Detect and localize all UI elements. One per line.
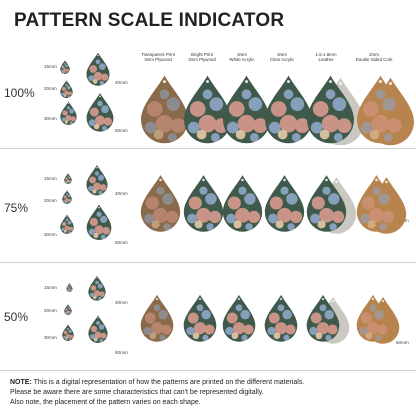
clear-acrylic-icon [264,294,298,342]
teardrop-sample-icon [60,214,74,234]
size-label-50mm: 50mm [115,240,128,245]
teardrop-sample-icon [64,304,72,315]
section-divider [0,370,416,371]
teardrop-sample-icon [60,80,73,98]
column-header-clear-acrylic: 3mm Clear Acrylic [269,52,295,63]
material-size-label: 60mm [396,340,409,345]
disclaimer-note: NOTE: This is a digital representation o… [10,378,410,408]
teardrop-sample-icon [62,190,72,204]
note-label: NOTE: [10,379,32,386]
teardrop-sample-icon [86,92,114,132]
size-label-15mm: 15mm [44,64,57,69]
plywood-transparent-icon [140,294,174,342]
note-line-3: Also note, the placement of the pattern … [10,399,201,406]
cork-front-icon [356,175,397,232]
size-label-40mm: 40mm [115,191,128,196]
size-label-20mm: 20mm [44,308,57,313]
teardrop-sample-icon [60,101,77,125]
plywood-transparent-icon [140,175,181,232]
plywood-bright-icon [183,75,232,144]
leather-front-icon [306,75,355,144]
leather-front-icon [306,175,347,232]
white-acrylic-icon [222,75,271,144]
size-label-40mm: 40mm [115,80,128,85]
column-header-leather: 1.6-1.8mm Leather [315,52,337,63]
size-label-40mm: 40mm [115,300,128,305]
teardrop-sample-icon [86,52,110,86]
teardrop-sample-icon [88,275,106,301]
page-title: PATTERN SCALE INDICATOR [14,10,285,31]
scale-label-100: 100% [4,86,35,100]
teardrop-sample-icon [64,173,72,184]
size-label-30mm: 30mm [44,232,57,237]
plywood-bright-icon [183,294,217,342]
note-line-1: This is a digital representation of how … [33,379,305,386]
note-line-2: Please be aware there are some character… [10,389,264,396]
cork-front-icon [356,75,405,144]
white-acrylic-icon [222,175,263,232]
cork-front-icon [356,294,390,342]
column-header-white-acrylic: 3mm White Acrylic [229,52,255,63]
scale-label-75: 75% [4,201,29,215]
column-header-transparent-plywood: Transparent Print 3mm Plywood [141,52,175,63]
size-label-30mm: 30mm [44,335,57,340]
scale-label-50: 50% [4,310,29,324]
size-label-30mm: 30mm [44,116,57,121]
size-label-15mm: 15mm [44,176,57,181]
clear-acrylic-icon [264,75,313,144]
teardrop-sample-icon [66,283,73,292]
size-label-15mm: 15mm [44,285,57,290]
leather-front-icon [306,294,340,342]
column-header-bright-plywood: Bright Print 3mm Plywood [188,52,216,63]
clear-acrylic-icon [264,175,305,232]
size-label-50mm: 50mm [115,350,128,355]
teardrop-sample-icon [62,324,74,341]
section-divider [0,148,416,149]
size-label-50mm: 50mm [115,128,128,133]
teardrop-sample-icon [60,60,70,74]
section-divider [0,262,416,263]
white-acrylic-icon [222,294,256,342]
size-label-20mm: 20mm [44,198,57,203]
plywood-bright-icon [183,175,224,232]
teardrop-sample-icon [86,165,108,196]
teardrop-sample-icon [88,315,108,343]
teardrop-sample-icon [86,204,112,240]
size-label-20mm: 20mm [44,86,57,91]
plywood-transparent-icon [140,75,189,144]
column-header-cork: 2mm Double Sided Cork [355,52,393,63]
